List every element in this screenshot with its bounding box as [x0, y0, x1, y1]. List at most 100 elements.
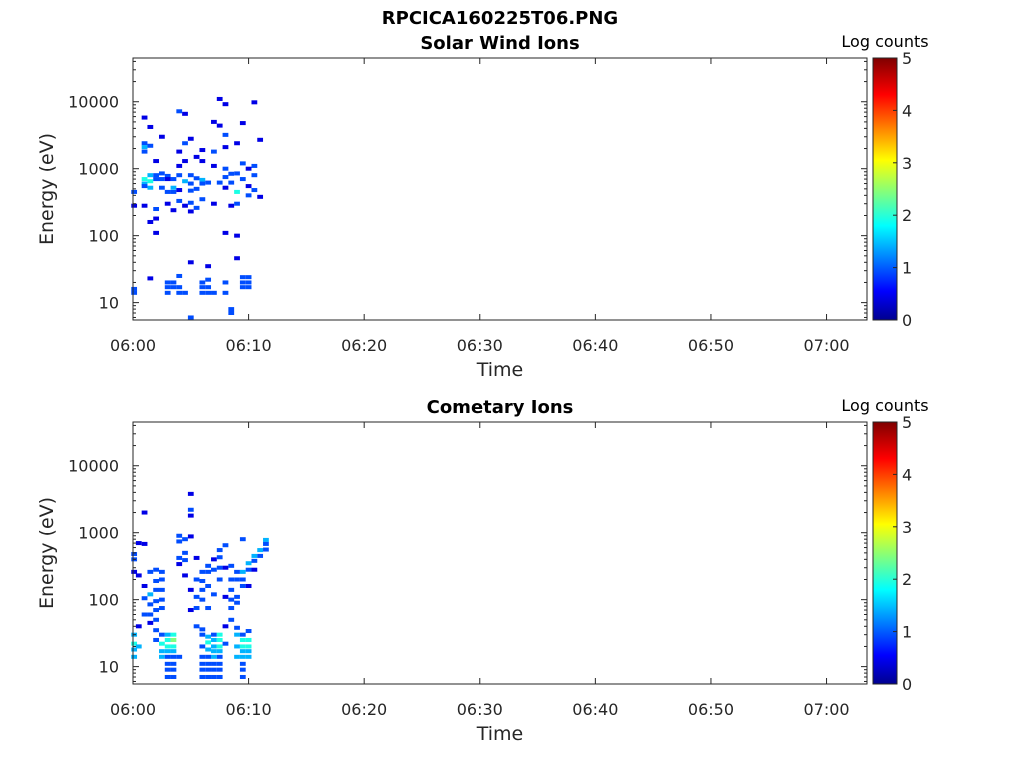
heatmap-cell	[141, 149, 148, 154]
colorbar-tick-label: 2	[902, 570, 912, 589]
heatmap-cell	[216, 632, 223, 637]
heatmap-cell	[164, 280, 171, 285]
heatmap-cell	[176, 109, 183, 114]
heatmap-cell	[228, 597, 235, 602]
heatmap-cell	[182, 573, 188, 578]
heatmap-cell	[211, 119, 217, 124]
x-tick-label: 07:00	[803, 336, 849, 355]
heatmap-cell	[205, 661, 212, 666]
heatmap-cell	[222, 185, 229, 190]
heatmap-cell	[131, 290, 138, 295]
heatmap-cell	[135, 541, 142, 546]
heatmap-cell	[182, 179, 188, 184]
heatmap-cell	[216, 577, 223, 582]
y-tick-label: 1000	[78, 524, 119, 543]
heatmap-cell	[164, 290, 171, 295]
heatmap-cell	[159, 185, 165, 190]
heatmap-cell	[228, 203, 235, 208]
heatmap-cell	[131, 203, 138, 208]
heatmap-cell	[199, 632, 206, 637]
heatmap-cell	[245, 654, 252, 659]
heatmap-cell	[222, 230, 229, 235]
heatmap-cell	[222, 565, 229, 570]
heatmap-cell	[131, 189, 138, 194]
colorbar-tick-label: 3	[902, 154, 912, 173]
heatmap-cell	[141, 510, 148, 515]
heatmap-cell	[205, 654, 212, 659]
heatmap-cell	[153, 216, 160, 221]
heatmap-cell	[228, 180, 235, 185]
heatmap-cell	[187, 209, 194, 214]
heatmap-cell	[147, 612, 154, 617]
heatmap-cell	[239, 569, 246, 574]
heatmap-cell	[182, 290, 188, 295]
heatmap-cell	[187, 534, 194, 539]
heatmap-cells	[131, 96, 264, 320]
heatmap-cell	[170, 208, 177, 213]
heatmap-cell	[211, 149, 217, 154]
heatmap-cell	[182, 141, 188, 146]
heatmap-cell	[187, 173, 194, 178]
heatmap-cell	[147, 592, 154, 597]
heatmap-cell	[176, 533, 183, 538]
y-tick-label: 10	[99, 294, 119, 313]
heatmap-cell	[170, 661, 177, 666]
heatmap-cell	[153, 637, 160, 642]
heatmap-cell	[205, 667, 212, 672]
heatmap-cell	[176, 555, 183, 560]
heatmap-cell	[228, 606, 235, 611]
heatmap-cell	[147, 179, 154, 184]
heatmap-cell	[239, 275, 246, 280]
y-tick-label: 100	[88, 227, 119, 246]
heatmap-cell	[159, 654, 165, 659]
heatmap-cell	[205, 180, 212, 185]
heatmap-cell	[164, 667, 171, 672]
heatmap-cell	[170, 674, 177, 679]
heatmap-cell	[193, 594, 200, 599]
colorbar-tick-label: 5	[902, 413, 912, 432]
heatmap-cell	[199, 587, 206, 592]
x-tick-label: 06:40	[572, 700, 618, 719]
heatmap-cell	[141, 612, 148, 617]
heatmap-cell	[245, 629, 252, 634]
heatmap-cell	[141, 177, 148, 182]
heatmap-cell	[216, 654, 223, 659]
heatmap-cell	[187, 136, 194, 141]
y-tick-label: 10000	[68, 93, 119, 112]
heatmap-cell	[257, 194, 264, 199]
heatmap-cell	[239, 654, 246, 659]
heatmap-cell	[245, 275, 252, 280]
heatmap-cell	[234, 625, 240, 630]
heatmap-cell	[205, 569, 212, 574]
heatmap-cell	[187, 260, 194, 265]
heatmap-cell	[245, 280, 252, 285]
heatmap-cell	[147, 602, 154, 607]
panels: Solar Wind Ions 06:00 06:10 06:20 06:30 06:40…	[36, 32, 929, 745]
colorbar-tick-label: 3	[902, 518, 912, 537]
heatmap-cell	[222, 132, 229, 137]
heatmap-cell	[211, 290, 217, 295]
heatmap-cell	[176, 188, 183, 193]
heatmap-cell	[153, 628, 160, 633]
heatmap-cell	[251, 100, 258, 105]
x-tick-label: 06:00	[110, 700, 156, 719]
heatmap-cell	[245, 166, 252, 171]
heatmap-cell	[182, 203, 188, 208]
heatmap-cell	[216, 661, 223, 666]
heatmap-cell	[141, 541, 148, 546]
heatmap-cell	[211, 163, 217, 168]
heatmap-cell	[141, 141, 148, 146]
heatmap-cell	[251, 188, 258, 193]
heatmap-cell	[199, 597, 206, 602]
x-tick-label: 06:30	[457, 700, 503, 719]
heatmap-cell	[187, 587, 194, 592]
heatmap-cell	[211, 674, 217, 679]
heatmap-cell	[176, 163, 183, 168]
heatmap-cell	[187, 507, 194, 512]
heatmap-cell	[228, 617, 235, 622]
heatmap-cell	[170, 189, 177, 194]
colorbar-tick-label: 2	[902, 206, 912, 225]
heatmap-cell	[164, 674, 171, 679]
heatmap-cell	[205, 290, 212, 295]
